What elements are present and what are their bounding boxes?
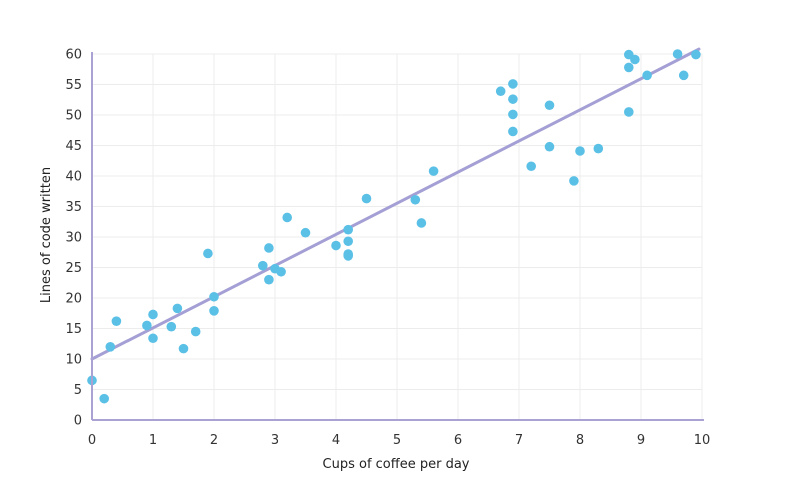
y-tick-label: 45 bbox=[65, 139, 82, 154]
x-axis-label: Cups of coffee per day bbox=[323, 457, 470, 472]
data-point bbox=[691, 49, 701, 60]
data-point bbox=[209, 306, 219, 316]
data-point bbox=[105, 342, 116, 352]
data-point bbox=[190, 326, 201, 337]
y-tick-label: 10 bbox=[65, 353, 82, 368]
data-point bbox=[343, 236, 354, 247]
data-point bbox=[148, 333, 158, 344]
data-point bbox=[410, 194, 421, 205]
data-point bbox=[209, 291, 219, 302]
data-point bbox=[276, 266, 286, 277]
y-tick-label: 25 bbox=[65, 261, 82, 276]
x-tick-label: 0 bbox=[88, 433, 96, 448]
data-point bbox=[416, 218, 427, 228]
data-point bbox=[569, 176, 579, 186]
data-point bbox=[361, 193, 372, 204]
data-points bbox=[87, 49, 701, 404]
data-point bbox=[343, 224, 354, 235]
data-point bbox=[111, 316, 122, 326]
y-tick-label: 60 bbox=[65, 48, 82, 63]
y-tick-label: 0 bbox=[74, 414, 82, 429]
data-point bbox=[672, 49, 683, 59]
data-point bbox=[142, 320, 152, 331]
data-point bbox=[508, 79, 518, 89]
data-point bbox=[178, 343, 189, 354]
x-tick-label: 5 bbox=[393, 433, 401, 448]
y-tick-label: 15 bbox=[65, 322, 82, 337]
data-point bbox=[99, 393, 109, 404]
data-point bbox=[575, 146, 585, 156]
x-tick-label: 8 bbox=[576, 433, 584, 448]
y-tick-label: 5 bbox=[74, 383, 82, 398]
data-point bbox=[508, 109, 518, 120]
data-point bbox=[630, 54, 640, 65]
x-tick-label: 6 bbox=[454, 433, 462, 448]
x-tick-label: 1 bbox=[149, 433, 157, 448]
y-tick-label: 55 bbox=[65, 78, 82, 93]
data-point bbox=[203, 248, 213, 259]
data-point bbox=[148, 309, 158, 320]
data-point bbox=[642, 70, 652, 81]
data-point bbox=[624, 107, 634, 117]
x-tick-label: 4 bbox=[332, 433, 340, 448]
y-tick-label: 50 bbox=[65, 109, 82, 124]
x-tick-label: 3 bbox=[271, 433, 279, 448]
data-point bbox=[300, 227, 311, 238]
data-point bbox=[331, 240, 341, 251]
data-point bbox=[172, 303, 183, 314]
data-point bbox=[526, 161, 536, 172]
data-point bbox=[428, 166, 439, 176]
x-tick-label: 7 bbox=[515, 433, 523, 448]
data-point bbox=[495, 86, 506, 97]
y-tick-label: 30 bbox=[65, 231, 82, 246]
axes bbox=[91, 52, 704, 421]
data-point bbox=[678, 70, 689, 81]
data-point bbox=[544, 141, 555, 152]
x-tick-label: 9 bbox=[637, 433, 645, 448]
data-point bbox=[166, 321, 177, 332]
data-point bbox=[624, 62, 634, 73]
data-point bbox=[508, 126, 518, 137]
trendline-layer bbox=[90, 47, 701, 361]
y-axis-label: Lines of code written bbox=[39, 167, 54, 303]
data-point bbox=[264, 243, 274, 253]
trendline bbox=[90, 47, 701, 361]
x-tick-label: 10 bbox=[694, 433, 711, 448]
data-point bbox=[544, 100, 555, 111]
data-point bbox=[264, 274, 274, 285]
y-tick-label: 20 bbox=[65, 292, 82, 307]
data-point bbox=[508, 94, 518, 104]
data-point bbox=[343, 251, 354, 261]
data-point bbox=[282, 212, 293, 223]
y-tick-label: 35 bbox=[65, 200, 82, 215]
x-tick-label: 2 bbox=[210, 433, 218, 448]
y-tick-label: 40 bbox=[65, 170, 82, 185]
data-point bbox=[593, 143, 604, 154]
grid bbox=[92, 53, 703, 420]
data-point bbox=[258, 260, 268, 271]
